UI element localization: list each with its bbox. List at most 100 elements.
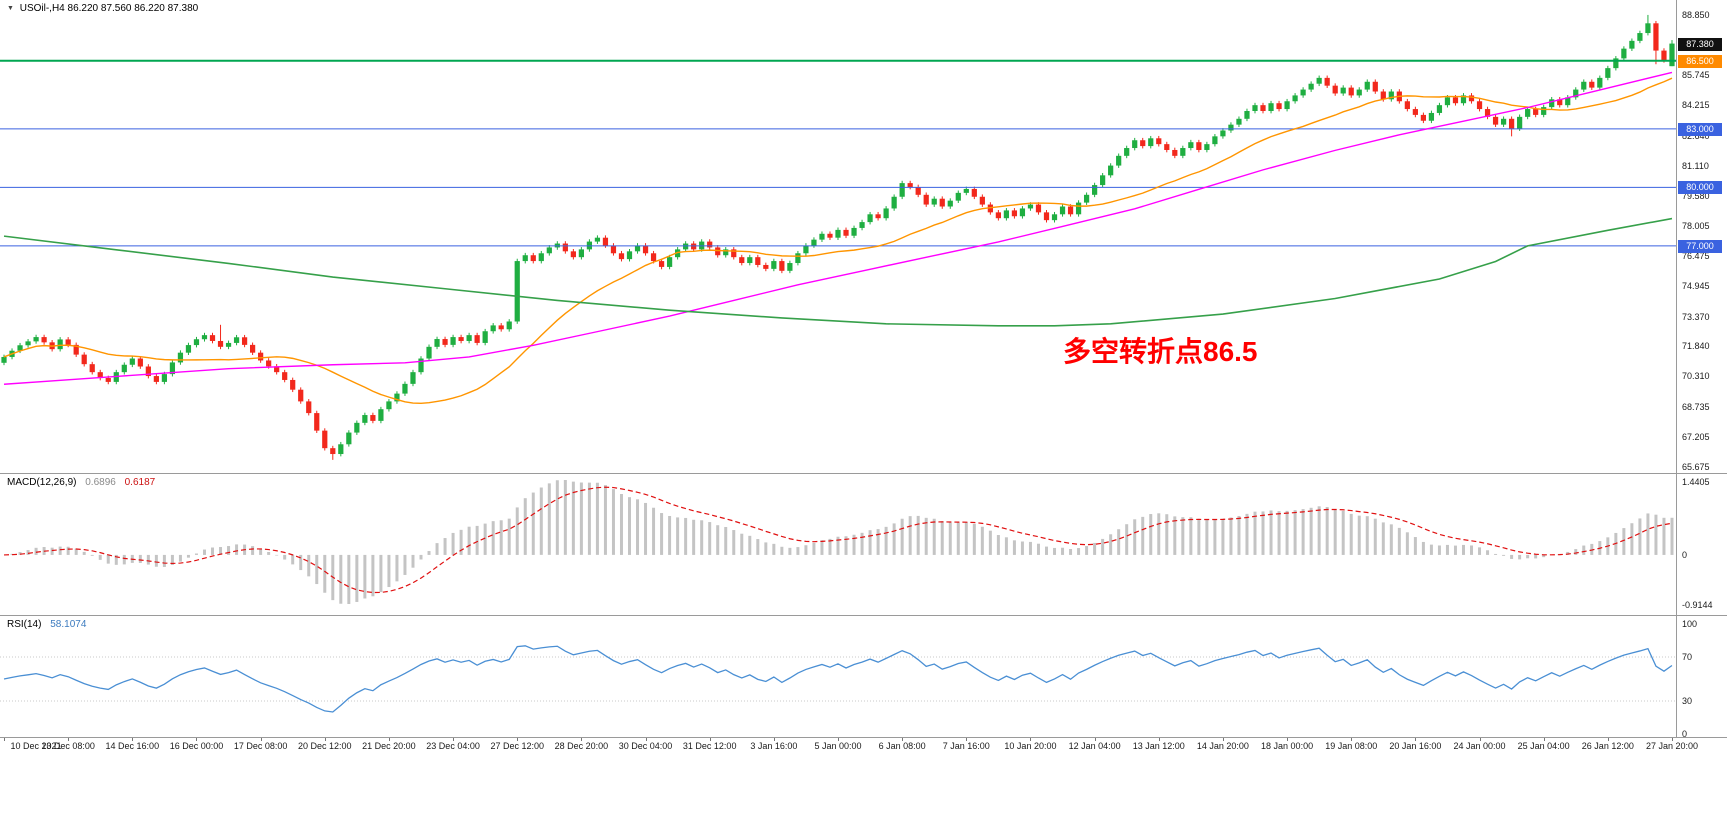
time-tick-label: 28 Dec 20:00 bbox=[554, 741, 609, 751]
time-axis-separator bbox=[0, 737, 1727, 738]
price-tick: 84.215 bbox=[1682, 100, 1710, 111]
time-tick bbox=[1222, 738, 1224, 741]
price-badge: 87.380 bbox=[1678, 37, 1722, 51]
time-tick-label: 27 Dec 12:00 bbox=[490, 741, 544, 751]
time-tick-label: 14 Jan 20:00 bbox=[1196, 741, 1249, 751]
time-tick-label: 10 Dec 2021 bbox=[10, 741, 62, 751]
time-tick bbox=[517, 738, 519, 741]
time-tick-label: 7 Jan 16:00 bbox=[942, 741, 990, 751]
ma-mid-line bbox=[3, 71, 1673, 385]
time-tick-label: 19 Jan 08:00 bbox=[1325, 741, 1378, 751]
time-tick-label: 23 Dec 04:00 bbox=[426, 741, 480, 751]
support-resistance-lines[interactable] bbox=[0, 59, 1676, 247]
time-tick-label: 18 Jan 00:00 bbox=[1261, 741, 1314, 751]
time-tick-label: 24 Jan 00:00 bbox=[1453, 741, 1506, 751]
macd-chart[interactable] bbox=[0, 474, 1676, 615]
time-tick bbox=[645, 738, 647, 741]
price-tick: 88.850 bbox=[1682, 9, 1710, 20]
rsi-name: RSI(14) bbox=[7, 619, 42, 630]
time-tick-label: 16 Dec 00:00 bbox=[169, 741, 224, 751]
annotation-text[interactable]: 多空转折点86.5 bbox=[1063, 336, 1258, 367]
rsi-tick: 30 bbox=[1682, 696, 1693, 706]
time-tick bbox=[773, 738, 775, 741]
macd-signal-line bbox=[3, 486, 1673, 594]
macd-tick: 1.4405 bbox=[1682, 477, 1710, 487]
macd-main-value: 0.6896 bbox=[85, 477, 116, 488]
rsi-line bbox=[3, 645, 1673, 713]
macd-histogram bbox=[10, 480, 1674, 604]
time-tick-label: 3 Jan 16:00 bbox=[750, 741, 798, 751]
time-tick bbox=[1351, 738, 1353, 741]
time-tick bbox=[453, 738, 455, 741]
time-tick bbox=[196, 738, 198, 741]
rsi-tick: 0 bbox=[1682, 729, 1688, 739]
candles-layer bbox=[1, 14, 1675, 460]
price-tick: 78.005 bbox=[1682, 221, 1710, 232]
pane-separator[interactable] bbox=[0, 473, 1727, 474]
price-tick: 70.310 bbox=[1682, 371, 1710, 382]
rsi-label: RSI(14) 58.1074 bbox=[7, 619, 86, 630]
rsi-tick: 100 bbox=[1682, 619, 1698, 629]
time-tick bbox=[4, 738, 5, 741]
time-tick-label: 6 Jan 08:00 bbox=[878, 741, 926, 751]
time-tick bbox=[581, 738, 583, 741]
time-tick bbox=[1607, 738, 1609, 741]
time-tick-label: 12 Jan 04:00 bbox=[1068, 741, 1121, 751]
ma-fast-line bbox=[3, 77, 1673, 405]
price-badge: 77.000 bbox=[1678, 239, 1722, 253]
time-tick bbox=[388, 738, 390, 741]
price-tick: 76.475 bbox=[1682, 251, 1710, 262]
rsi-levels bbox=[0, 656, 1676, 702]
macd-tick: 0 bbox=[1682, 549, 1688, 560]
macd-name: MACD(12,26,9) bbox=[7, 477, 77, 488]
time-tick bbox=[1030, 738, 1032, 741]
price-tick: 65.675 bbox=[1682, 461, 1710, 472]
time-tick bbox=[132, 738, 134, 741]
price-tick: 74.945 bbox=[1682, 280, 1710, 291]
price-badge: 80.000 bbox=[1678, 181, 1722, 195]
price-tick: 67.205 bbox=[1682, 431, 1710, 442]
time-tick bbox=[838, 738, 839, 741]
price-tick: 68.735 bbox=[1682, 401, 1710, 412]
macd-tick: -0.9144 bbox=[1682, 600, 1713, 610]
time-tick-label: 13 Dec 08:00 bbox=[41, 741, 95, 751]
ma-lines bbox=[3, 71, 1673, 405]
ohlc-values: 86.220 87.560 86.220 87.380 bbox=[67, 3, 199, 14]
time-tick-label: 14 Dec 16:00 bbox=[105, 741, 160, 751]
time-tick-label: 25 Jan 04:00 bbox=[1517, 741, 1570, 751]
time-tick bbox=[966, 738, 968, 741]
time-tick bbox=[709, 738, 711, 741]
time-tick-label: 13 Jan 12:00 bbox=[1132, 741, 1185, 751]
chart-shift-icon: ▼ bbox=[7, 5, 14, 12]
time-tick-label: 17 Dec 08:00 bbox=[233, 741, 288, 751]
time-tick bbox=[1543, 738, 1545, 741]
price-badge: 86.500 bbox=[1678, 54, 1722, 68]
time-tick bbox=[1415, 738, 1417, 741]
time-tick bbox=[1479, 738, 1481, 741]
time-tick-label: 30 Dec 04:00 bbox=[618, 741, 673, 751]
time-tick-label: 5 Jan 00:00 bbox=[814, 741, 862, 751]
price-tick: 85.745 bbox=[1682, 70, 1710, 81]
ohlc-header: ▼ USOil-,H4 86.220 87.560 86.220 87.380 bbox=[7, 3, 198, 14]
price-axis-separator bbox=[1676, 0, 1677, 738]
rsi-chart[interactable] bbox=[0, 616, 1676, 737]
price-tick: 81.110 bbox=[1682, 160, 1709, 171]
price-tick: 79.580 bbox=[1682, 190, 1710, 201]
ma-slow-line bbox=[3, 217, 1673, 327]
pane-separator[interactable] bbox=[0, 615, 1727, 616]
time-tick bbox=[260, 738, 262, 741]
rsi-value: 58.1074 bbox=[50, 619, 87, 630]
macd-signal-value: 0.6187 bbox=[124, 477, 156, 488]
time-tick bbox=[1287, 738, 1289, 741]
time-tick-label: 27 Jan 20:00 bbox=[1645, 741, 1698, 751]
time-tick-label: 31 Dec 12:00 bbox=[682, 741, 737, 751]
symbol-period-label: USOil-,H4 bbox=[19, 3, 65, 14]
price-tick: 73.370 bbox=[1682, 311, 1710, 322]
price-badge: 83.000 bbox=[1678, 122, 1722, 136]
candlestick-chart[interactable] bbox=[0, 0, 1676, 473]
time-tick bbox=[68, 738, 70, 741]
time-tick-label: 20 Jan 16:00 bbox=[1389, 741, 1442, 751]
time-tick-label: 26 Jan 12:00 bbox=[1581, 741, 1634, 751]
time-tick bbox=[1671, 738, 1673, 741]
